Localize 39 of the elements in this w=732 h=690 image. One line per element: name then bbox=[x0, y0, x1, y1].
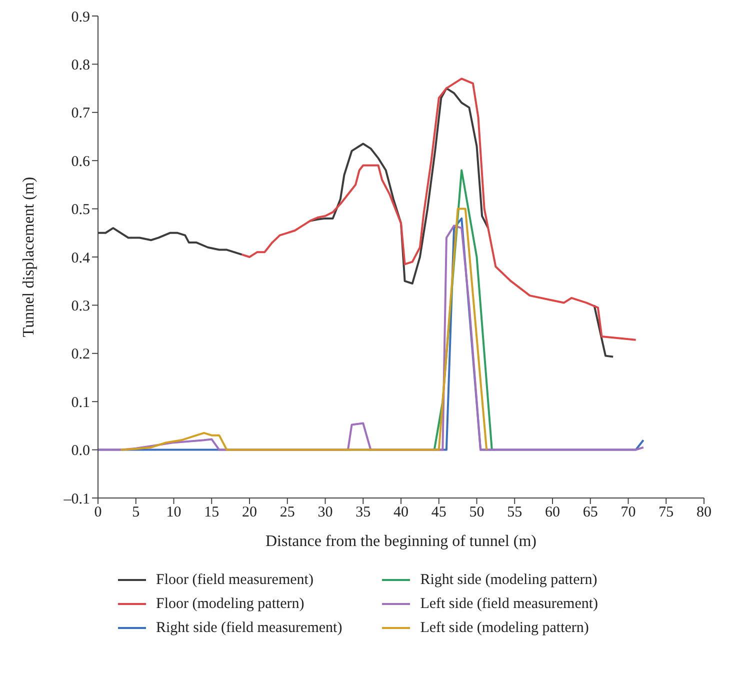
y-axis-title: Tunnel displacement (m) bbox=[20, 176, 38, 338]
x-tick-label: 45 bbox=[431, 504, 446, 521]
x-tick-label: 40 bbox=[394, 504, 408, 521]
y-tick-label: 0.6 bbox=[71, 154, 90, 170]
x-axis-title: Distance from the beginning of tunnel (m) bbox=[265, 533, 537, 550]
y-tick-label: 0.0 bbox=[71, 443, 90, 460]
legend-label: Left side (modeling pattern) bbox=[420, 620, 589, 636]
legend-label: Right side (modeling pattern) bbox=[420, 572, 598, 588]
x-tick-label: 75 bbox=[658, 504, 674, 521]
x-tick-label: 35 bbox=[356, 504, 371, 521]
x-tick-label: 80 bbox=[696, 504, 712, 521]
legend-label: Floor (modeling pattern) bbox=[156, 596, 304, 612]
x-tick-label: 70 bbox=[620, 504, 636, 521]
x-tick-label: 5 bbox=[132, 504, 140, 521]
legend-label: Floor (field measurement) bbox=[156, 572, 314, 588]
x-tick-label: 20 bbox=[242, 504, 257, 521]
y-tick-label: 0.7 bbox=[71, 106, 90, 122]
y-tick-label: 0.3 bbox=[71, 298, 90, 315]
legend-label: Left side (field measurement) bbox=[420, 596, 598, 612]
y-tick-label: –0.1 bbox=[62, 491, 90, 508]
x-tick-label: 65 bbox=[582, 504, 598, 521]
x-tick-label: 30 bbox=[318, 504, 333, 521]
y-tick-label: 0.2 bbox=[71, 346, 90, 363]
x-tick-label: 0 bbox=[94, 504, 102, 521]
x-tick-label: 25 bbox=[280, 504, 295, 521]
line-series bbox=[240, 78, 637, 341]
x-tick-label: 60 bbox=[545, 504, 560, 521]
x-tick-label: 50 bbox=[469, 504, 484, 521]
y-tick-label: 0.8 bbox=[71, 58, 90, 74]
y-tick-label: 0.9 bbox=[71, 9, 90, 26]
line-series bbox=[433, 169, 493, 451]
legend-label: Right side (field measurement) bbox=[156, 620, 342, 636]
y-tick-label: 0.4 bbox=[71, 250, 90, 266]
x-tick-label: 10 bbox=[166, 504, 182, 521]
line-series bbox=[120, 208, 488, 451]
x-tick-label: 15 bbox=[204, 504, 220, 521]
y-tick-label: 0.1 bbox=[71, 394, 90, 411]
y-tick-label: 0.5 bbox=[71, 202, 90, 218]
x-tick-label: 55 bbox=[507, 504, 522, 521]
